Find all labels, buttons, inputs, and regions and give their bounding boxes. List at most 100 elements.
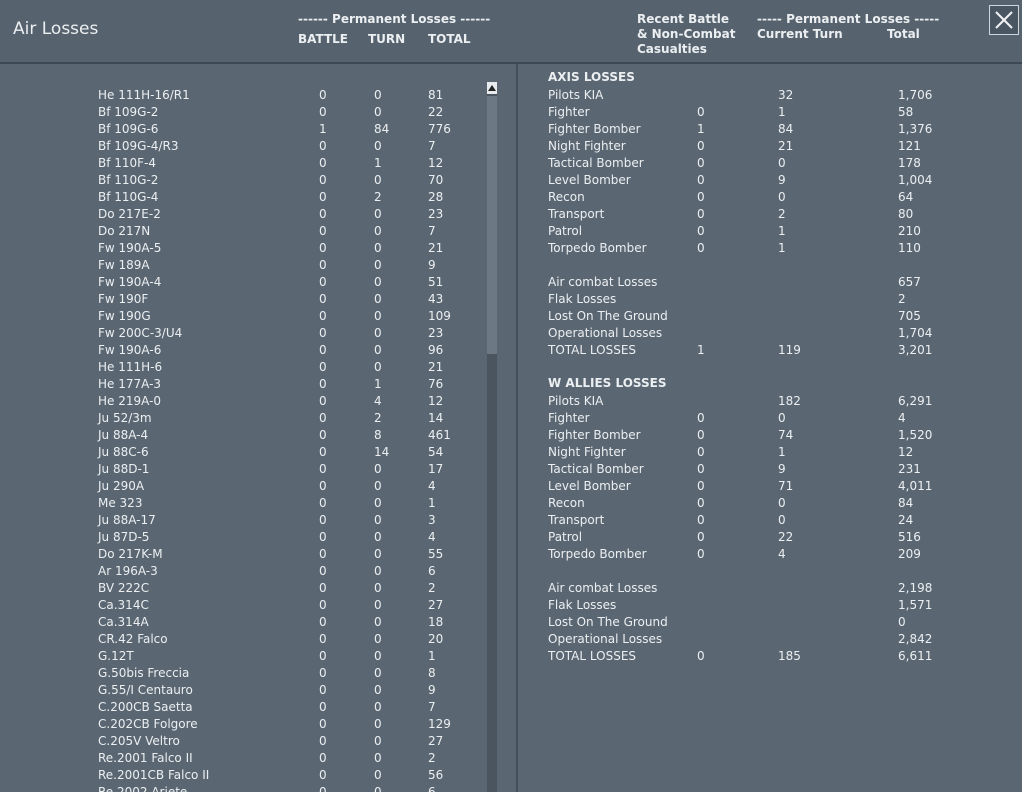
- turn-losses: 0: [374, 258, 382, 272]
- total-losses: 2: [428, 751, 436, 765]
- total-losses: 51: [428, 275, 444, 289]
- total-losses: 110: [898, 241, 921, 255]
- recent-casualties: 1: [697, 343, 705, 357]
- total-losses: 1: [428, 649, 436, 663]
- loss-category: Flak Losses: [548, 598, 617, 612]
- total-losses: 55: [428, 547, 444, 561]
- turn-losses: 8: [374, 428, 382, 442]
- turn-losses: 2: [374, 190, 382, 204]
- turn-losses: 0: [374, 598, 382, 612]
- scroll-thumb[interactable]: [487, 96, 497, 354]
- total-losses: 4: [898, 411, 906, 425]
- total-losses: 4,011: [898, 479, 933, 493]
- turn-losses: 0: [374, 734, 382, 748]
- total-losses: 0: [898, 615, 906, 629]
- aircraft-name: Do 217K-M: [98, 547, 163, 561]
- battle-losses: 0: [319, 156, 327, 170]
- total-losses: 27: [428, 598, 444, 612]
- loss-category: Tactical Bomber: [548, 156, 644, 170]
- turn-losses: 0: [374, 173, 382, 187]
- aircraft-name: He 111H-16/R1: [98, 88, 190, 102]
- loss-category: Pilots KIA: [548, 394, 604, 408]
- total-losses: 776: [428, 122, 451, 136]
- turn-losses: 0: [374, 632, 382, 646]
- battle-losses: 0: [319, 190, 327, 204]
- total-losses: 2,842: [898, 632, 933, 646]
- battle-losses: 0: [319, 207, 327, 221]
- total-losses: 4: [428, 530, 436, 544]
- turn-losses: 0: [374, 649, 382, 663]
- scrollbar[interactable]: [487, 82, 497, 792]
- recent-casualties: 0: [697, 207, 705, 221]
- column-header: & Non-Combat: [637, 27, 736, 41]
- aircraft-name: Ju 88A-17: [98, 513, 156, 527]
- turn-losses: 0: [374, 462, 382, 476]
- battle-losses: 0: [319, 649, 327, 663]
- total-losses: 14: [428, 411, 444, 425]
- recent-casualties: 0: [697, 173, 705, 187]
- total-losses: 43: [428, 292, 444, 306]
- total-losses: 6: [428, 785, 436, 792]
- total-losses: 1,520: [898, 428, 933, 442]
- total-losses: 7: [428, 700, 436, 714]
- section-title: AXIS LOSSES: [548, 70, 635, 84]
- battle-losses: 1: [319, 122, 327, 136]
- recent-casualties: 0: [697, 649, 705, 663]
- total-losses: 22: [428, 105, 444, 119]
- aircraft-name: Fw 190A-5: [98, 241, 162, 255]
- column-header: TOTAL: [428, 32, 471, 46]
- scroll-up-arrow[interactable]: [487, 82, 497, 94]
- loss-category: Transport: [548, 513, 605, 527]
- total-losses: 210: [898, 224, 921, 238]
- total-losses: 178: [898, 156, 921, 170]
- recent-casualties: 0: [697, 530, 705, 544]
- turn-losses: 0: [374, 207, 382, 221]
- turn-losses: 0: [374, 88, 382, 102]
- recent-casualties: 0: [697, 428, 705, 442]
- aircraft-name: Re.2002 Ariete: [98, 785, 188, 792]
- battle-losses: 0: [319, 666, 327, 680]
- aircraft-name: G.50bis Freccia: [98, 666, 190, 680]
- close-icon: [995, 11, 1013, 29]
- aircraft-name: Bf 109G-4/R3: [98, 139, 179, 153]
- loss-category: Level Bomber: [548, 479, 631, 493]
- total-losses: 27: [428, 734, 444, 748]
- current-turn-losses: 71: [778, 479, 794, 493]
- total-losses: 516: [898, 530, 921, 544]
- column-group-label: ----- Permanent Losses -----: [757, 12, 940, 26]
- battle-losses: 0: [319, 564, 327, 578]
- summary-panel: AXIS LOSSES Pilots KIA 32 1,706 Fighter 0 1 58 F…: [518, 64, 1022, 792]
- battle-losses: 0: [319, 615, 327, 629]
- column-header: Casualties: [637, 42, 707, 56]
- aircraft-name: Me 323: [98, 496, 143, 510]
- battle-losses: 0: [319, 700, 327, 714]
- total-losses: 657: [898, 275, 921, 289]
- current-turn-losses: 1: [778, 445, 786, 459]
- loss-category: Patrol: [548, 530, 583, 544]
- aircraft-name: C.205V Veltro: [98, 734, 180, 748]
- battle-losses: 0: [319, 479, 327, 493]
- current-turn-losses: 74: [778, 428, 794, 442]
- turn-losses: 0: [374, 343, 382, 357]
- current-turn-losses: 84: [778, 122, 794, 136]
- turn-losses: 1: [374, 377, 382, 391]
- turn-losses: 0: [374, 683, 382, 697]
- total-losses: 4: [428, 479, 436, 493]
- loss-category: Fighter Bomber: [548, 428, 641, 442]
- current-turn-losses: 119: [778, 343, 801, 357]
- loss-category: Recon: [548, 190, 585, 204]
- total-losses: 64: [898, 190, 914, 204]
- turn-losses: 0: [374, 241, 382, 255]
- battle-losses: 0: [319, 394, 327, 408]
- close-button[interactable]: [989, 5, 1019, 35]
- total-losses: 24: [898, 513, 914, 527]
- recent-casualties: 0: [697, 139, 705, 153]
- loss-category: Night Fighter: [548, 445, 626, 459]
- aircraft-name: G.55/I Centauro: [98, 683, 193, 697]
- section-title: W ALLIES LOSSES: [548, 376, 667, 390]
- total-losses: 6,291: [898, 394, 933, 408]
- total-losses: 2: [428, 581, 436, 595]
- aircraft-name: He 111H-6: [98, 360, 163, 374]
- recent-casualties: 0: [697, 513, 705, 527]
- total-losses: 70: [428, 173, 444, 187]
